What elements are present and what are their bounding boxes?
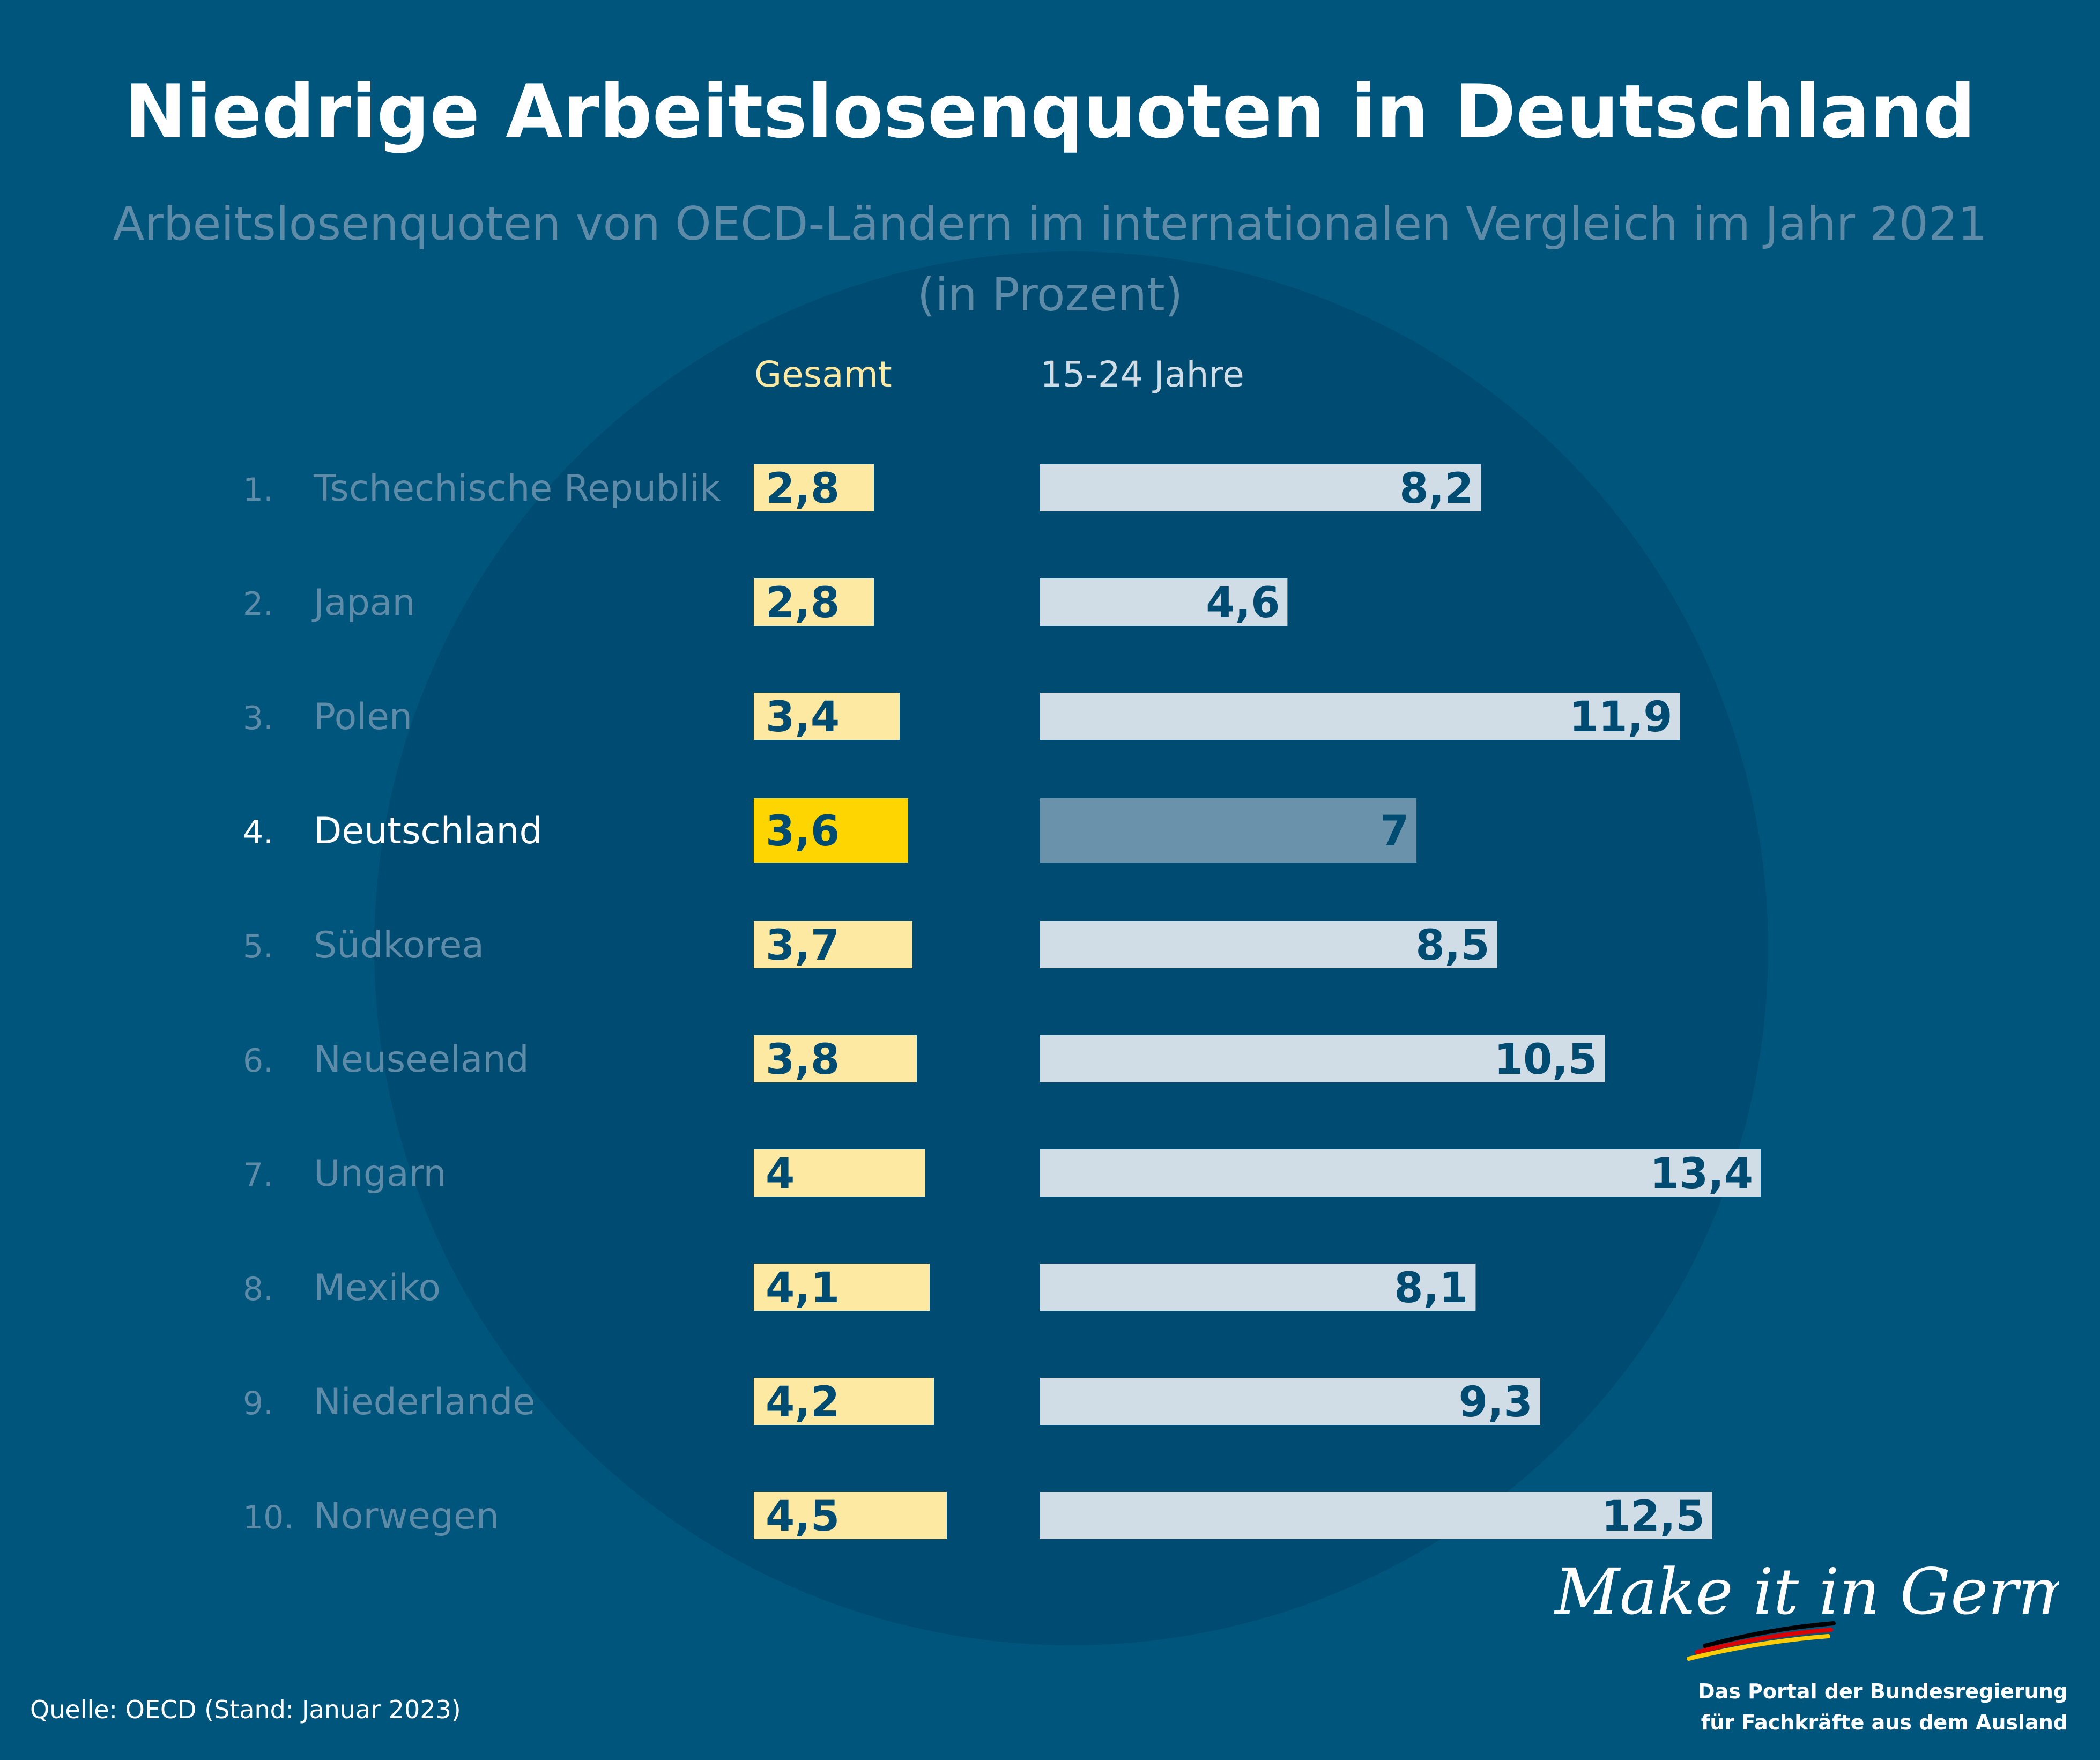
signature-text: Make it in Germany bbox=[1554, 1555, 2059, 1629]
bar-gesamt bbox=[754, 1035, 917, 1082]
bar-gesamt bbox=[754, 578, 874, 626]
value-label-gesamt: 3,7 bbox=[766, 922, 840, 970]
bar-youth bbox=[1040, 1492, 1712, 1539]
value-label-youth: 8,1 bbox=[1394, 1264, 1468, 1312]
flag-swoosh-red bbox=[1695, 1628, 1833, 1654]
tagline-line-1: Das Portal der Bundesregierung bbox=[1698, 1680, 2068, 1703]
flag-swoosh-black bbox=[1703, 1621, 1836, 1648]
rank-label: 10. bbox=[243, 1499, 294, 1536]
rank-label: 5. bbox=[243, 928, 273, 966]
rank-label: 7. bbox=[243, 1156, 273, 1194]
rank-label: 2. bbox=[243, 585, 273, 623]
bar-youth bbox=[1040, 1264, 1476, 1311]
bar-youth bbox=[1040, 921, 1497, 968]
country-label: Norwegen bbox=[314, 1495, 499, 1538]
series-header-gesamt: Gesamt bbox=[754, 354, 892, 395]
value-label-youth: 12,5 bbox=[1601, 1492, 1704, 1541]
rank-label: 8. bbox=[243, 1271, 273, 1308]
country-label: Tschechische Republik bbox=[313, 467, 721, 510]
country-label: Neuseeland bbox=[314, 1038, 529, 1081]
country-label: Polen bbox=[314, 696, 412, 738]
bar-gesamt bbox=[754, 464, 874, 511]
series-header-youth: 15-24 Jahre bbox=[1040, 354, 1244, 395]
country-label: Ungarn bbox=[314, 1153, 447, 1195]
bar-youth bbox=[1040, 578, 1288, 626]
value-label-youth: 8,5 bbox=[1415, 922, 1489, 970]
bar-youth bbox=[1040, 1149, 1761, 1197]
bar-youth bbox=[1040, 464, 1481, 511]
value-label-youth: 7 bbox=[1380, 807, 1409, 856]
value-label-gesamt: 4,2 bbox=[766, 1378, 840, 1427]
value-label-gesamt: 3,6 bbox=[766, 807, 840, 856]
bar-gesamt bbox=[754, 693, 900, 740]
value-label-youth: 8,2 bbox=[1399, 465, 1473, 513]
country-label: Japan bbox=[311, 582, 415, 624]
bar-gesamt bbox=[754, 798, 908, 863]
value-label-youth: 13,4 bbox=[1650, 1150, 1753, 1198]
value-label-gesamt: 4,5 bbox=[766, 1492, 840, 1541]
bar-gesamt bbox=[754, 921, 912, 968]
brand-tagline: Das Portal der Bundesregierung für Fachk… bbox=[1698, 1676, 2068, 1738]
bar-gesamt bbox=[754, 1492, 947, 1539]
value-label-youth: 11,9 bbox=[1569, 693, 1672, 741]
country-label: Deutschland bbox=[314, 810, 543, 852]
country-label: Mexiko bbox=[314, 1267, 441, 1309]
value-label-gesamt: 2,8 bbox=[766, 465, 840, 513]
rank-label: 3. bbox=[243, 700, 273, 737]
bar-youth bbox=[1040, 693, 1680, 740]
bar-gesamt bbox=[754, 1149, 925, 1197]
value-label-gesamt: 4,1 bbox=[766, 1264, 840, 1312]
bar-gesamt bbox=[754, 1264, 930, 1311]
value-label-gesamt: 3,8 bbox=[766, 1036, 840, 1084]
source-note: Quelle: OECD (Stand: Januar 2023) bbox=[30, 1695, 461, 1724]
value-label-youth: 10,5 bbox=[1494, 1036, 1597, 1084]
rank-label: 6. bbox=[243, 1042, 273, 1080]
chart-subtitle: Arbeitslosenquoten von OECD-Ländern im i… bbox=[113, 197, 1987, 251]
bar-youth bbox=[1040, 1378, 1540, 1425]
value-label-youth: 4,6 bbox=[1206, 579, 1280, 627]
value-label-gesamt: 4 bbox=[766, 1150, 795, 1198]
bar-gesamt bbox=[754, 1378, 934, 1425]
flag-swoosh-gold bbox=[1687, 1634, 1830, 1661]
chart-title: Niedrige Arbeitslosenquoten in Deutschla… bbox=[124, 69, 1976, 155]
bar-youth bbox=[1040, 798, 1417, 863]
value-label-gesamt: 2,8 bbox=[766, 579, 840, 627]
chart-subtitle-unit: (in Prozent) bbox=[917, 268, 1183, 322]
signature-logo: Make it in Germany bbox=[1554, 1555, 2059, 1661]
country-label: Südkorea bbox=[314, 924, 484, 967]
rank-label: 9. bbox=[243, 1385, 273, 1422]
value-label-youth: 9,3 bbox=[1459, 1378, 1533, 1427]
rank-label: 1. bbox=[243, 471, 273, 509]
tagline-line-2: für Fachkräfte aus dem Ausland bbox=[1701, 1711, 2068, 1734]
rank-label: 4. bbox=[243, 814, 273, 851]
country-label: Niederlande bbox=[314, 1381, 535, 1423]
value-label-gesamt: 3,4 bbox=[766, 693, 840, 741]
bar-youth bbox=[1040, 1035, 1605, 1082]
